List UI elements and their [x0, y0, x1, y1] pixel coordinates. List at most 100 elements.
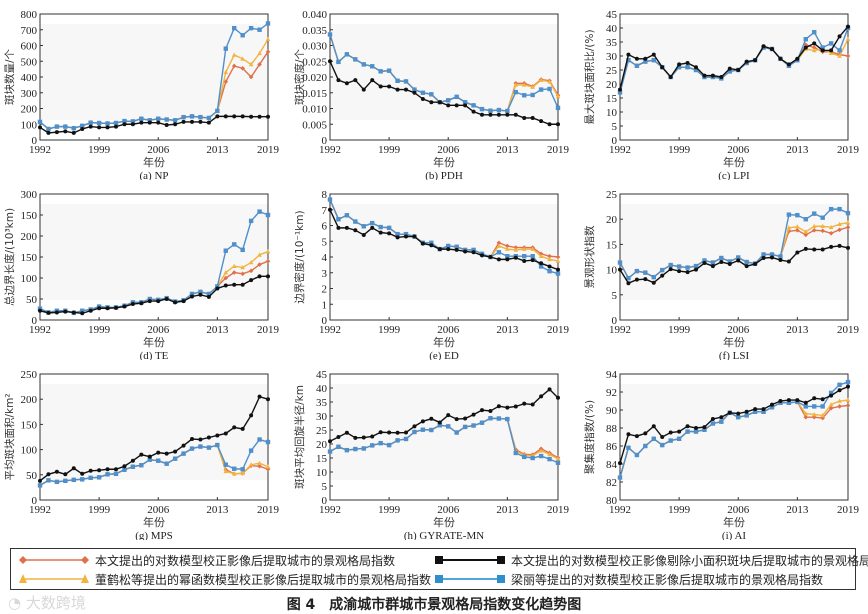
x-tick-label: 2006: [147, 324, 170, 336]
data-point-blue: [198, 114, 203, 120]
legend-label: 董鹤松等提出的幂函数模型校正影像后提取城市的景观格局指数: [95, 572, 432, 587]
data-point-black: [173, 449, 178, 454]
data-point-yellow: [845, 397, 851, 402]
data-point-black: [480, 253, 484, 258]
x-tick-label: 2019: [837, 144, 860, 156]
x-tick-label: 2019: [547, 324, 570, 336]
data-point-blue: [769, 252, 775, 257]
series-blue: [327, 416, 561, 465]
data-point-black: [122, 304, 127, 309]
data-point-blue: [820, 215, 825, 220]
data-point-blue: [403, 231, 409, 237]
data-point-black: [471, 250, 476, 255]
data-point-black: [80, 311, 85, 316]
data-point-blue: [668, 262, 673, 268]
y-tick-label: 50: [26, 470, 38, 482]
data-point-black: [46, 472, 51, 477]
y-tick-label: 88: [606, 423, 618, 435]
data-point-blue: [336, 59, 341, 65]
data-point-blue: [668, 438, 673, 443]
data-point-black: [240, 282, 245, 287]
data-point-blue: [547, 456, 552, 462]
data-point-yellow: [521, 246, 527, 251]
data-point-black: [446, 247, 451, 252]
data-point-black: [130, 122, 135, 127]
data-point-black: [685, 270, 690, 275]
data-point-blue: [361, 224, 366, 229]
y-tick-label: 0: [322, 315, 328, 327]
data-point-black: [668, 267, 673, 272]
data-point-blue: [828, 41, 834, 46]
data-point-black: [173, 300, 178, 305]
data-point-black: [463, 249, 468, 254]
data-point-blue: [344, 52, 350, 57]
data-point-blue: [769, 405, 775, 410]
x-tick-label: 2006: [727, 324, 750, 336]
data-point-blue: [676, 264, 682, 269]
data-point-black: [496, 404, 501, 409]
data-point-blue: [454, 94, 459, 100]
y-tick-label: 15: [316, 453, 328, 465]
data-point-black: [344, 430, 349, 435]
data-point-black: [618, 267, 622, 272]
data-point-blue: [837, 206, 842, 212]
x-tick-label: 2013: [206, 504, 229, 516]
data-point-black: [803, 400, 808, 405]
data-point-blue: [693, 429, 699, 434]
data-point-blue: [353, 219, 358, 224]
data-point-yellow: [837, 221, 842, 227]
data-point-yellow: [257, 460, 262, 466]
plot-band: [620, 204, 848, 300]
data-point-yellow: [845, 36, 851, 41]
chart-title: (a) NP: [139, 170, 168, 180]
x-tick-label: 1999: [668, 324, 691, 336]
data-point-orange: [248, 268, 254, 274]
y-axis-label: 斑块密度/个: [293, 48, 306, 105]
data-point-blue: [164, 117, 169, 122]
data-point-black: [694, 267, 698, 272]
data-point-blue: [63, 124, 68, 129]
series-blue: [37, 437, 271, 488]
data-point-black: [232, 114, 237, 119]
y-tick-label: 94: [606, 369, 618, 381]
data-point-black: [820, 397, 825, 402]
data-point-blue: [240, 467, 245, 472]
data-point-blue: [240, 247, 245, 253]
data-point-blue: [172, 118, 178, 123]
data-point-yellow: [547, 451, 552, 457]
data-point-black: [694, 65, 698, 70]
data-point-black: [206, 294, 211, 299]
plot-frame: [619, 373, 849, 501]
data-point-blue: [437, 423, 442, 428]
watermark-logo: ◔ 大数跨境: [8, 594, 86, 612]
data-point-blue: [429, 427, 434, 433]
data-point-black: [744, 264, 749, 269]
x-tick-label: 2013: [496, 324, 519, 336]
data-point-yellow: [257, 50, 262, 56]
data-point-black: [710, 264, 715, 269]
data-point-yellow: [845, 220, 851, 225]
chart-title: (b) PDH: [425, 170, 463, 180]
data-point-blue: [471, 423, 476, 428]
data-point-black: [88, 468, 93, 473]
data-point-blue: [462, 424, 468, 430]
data-point-orange: [828, 405, 834, 411]
data-point-black: [257, 394, 262, 399]
data-point-black: [643, 431, 648, 436]
y-tick-label: 40: [316, 383, 328, 395]
data-point-black: [420, 97, 425, 102]
data-point-black: [795, 250, 800, 255]
data-point-yellow: [223, 69, 229, 75]
data-point-black: [710, 73, 715, 78]
data-point-black: [378, 84, 383, 89]
series-line-blue: [329, 199, 559, 275]
y-tick-label: 300: [21, 189, 38, 201]
data-point-yellow: [513, 247, 519, 252]
data-point-black: [618, 87, 622, 92]
series-black: [328, 387, 560, 444]
data-point-blue: [685, 429, 690, 434]
data-point-black: [249, 413, 254, 418]
data-point-blue: [496, 107, 502, 113]
data-point-black: [846, 245, 850, 250]
data-point-black: [437, 420, 442, 425]
